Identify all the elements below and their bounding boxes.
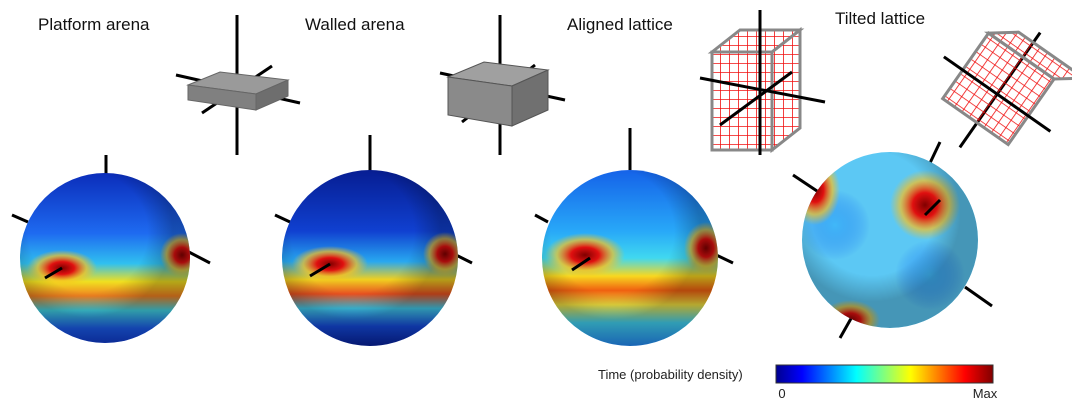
sphere <box>792 141 993 339</box>
panel-title: Platform arena <box>38 15 150 34</box>
colorbar: Time (probability density) 0 Max <box>598 364 998 401</box>
colorbar-label: Time (probability density) <box>598 367 743 382</box>
walled-icon <box>439 15 566 155</box>
platform-icon <box>175 15 301 155</box>
colorbar-min: 0 <box>778 386 785 401</box>
sphere <box>11 155 211 343</box>
panel-title: Aligned lattice <box>567 15 673 34</box>
sphere <box>534 128 734 346</box>
tilted-lattice-icon <box>940 30 1072 149</box>
panel-title: Tilted lattice <box>835 9 925 28</box>
colorbar-max: Max <box>973 386 998 401</box>
sphere <box>274 135 473 346</box>
panel-title: Walled arena <box>305 15 405 34</box>
colorbar-ramp <box>775 364 994 384</box>
lattice-icon <box>699 10 826 155</box>
titles: Platform arena Walled arena Aligned latt… <box>38 9 925 34</box>
